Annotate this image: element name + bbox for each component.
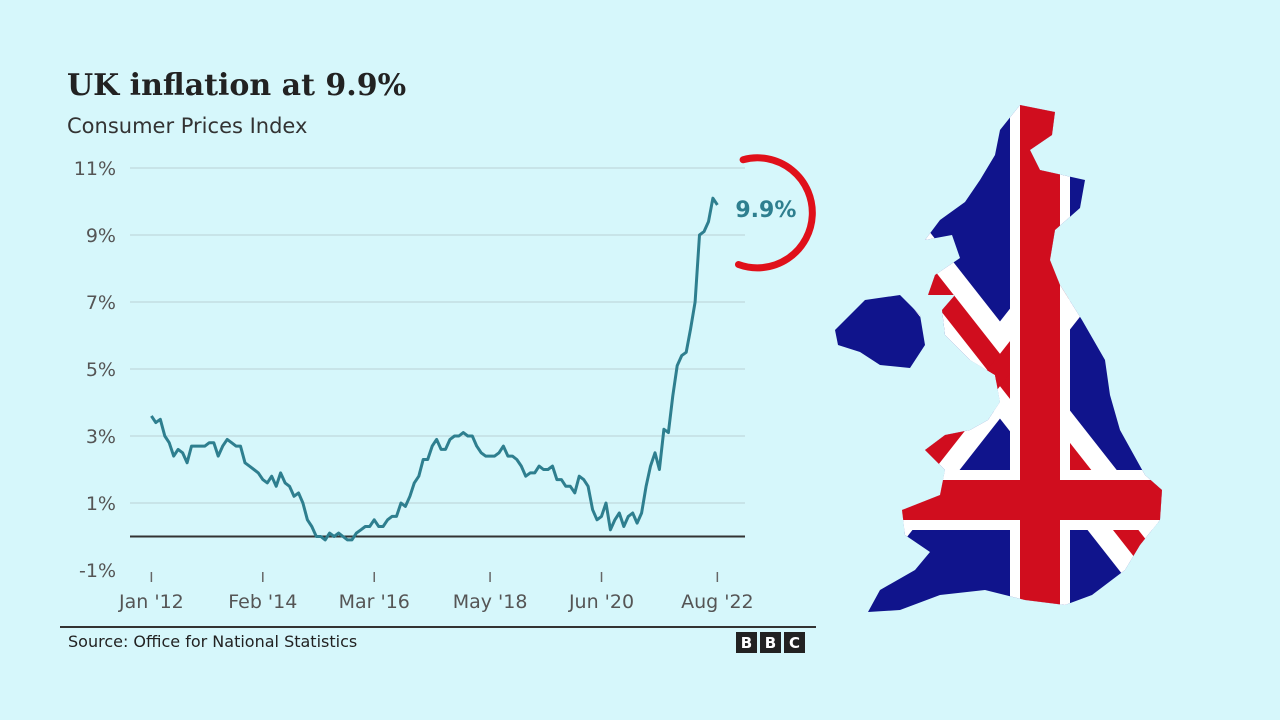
x-tick-label: Jan '12 [118,591,184,613]
y-tick-label: 11% [74,158,116,180]
current-value-label: 9.9% [735,198,796,223]
logo-letter: B [760,632,781,653]
source-note: Source: Office for National Statistics [68,632,358,651]
y-tick-label: 1% [86,493,116,515]
annotation-layer: 9.9% [735,154,816,272]
y-tick-label: 9% [86,225,116,247]
bbc-logo: B B C [736,632,805,653]
chart-subtitle: Consumer Prices Index [67,114,308,138]
chart-title: UK inflation at 9.9% [67,68,407,103]
x-tick-label: Jun '20 [568,591,634,613]
highlight-circle [735,154,816,272]
x-axis-ticks: Jan '12 Feb '14 Mar '16 May '18 Jun '20 Aug '… [118,572,754,613]
cpi-series-line [150,196,719,542]
series-layer [150,196,719,542]
y-tick-label: -1% [79,560,116,582]
logo-letter: C [784,632,805,653]
y-tick-label: 5% [86,359,116,381]
x-tick-label: Feb '14 [228,591,297,613]
footer-divider [60,626,816,628]
inflation-line-chart: -1% 1% 3% 5% 7% 9% 11% Jan '12 Feb '14 Mar '16 Ma… [74,154,816,613]
x-tick-label: May '18 [453,591,528,613]
x-tick-label: Mar '16 [339,591,410,613]
grid-lines [130,167,745,538]
uk-flag-map-icon [835,105,1162,612]
logo-letter: B [736,632,757,653]
y-tick-label: 7% [86,292,116,314]
x-tick-label: Aug '22 [681,591,754,613]
y-tick-label: 3% [86,426,116,448]
y-axis-ticks: -1% 1% 3% 5% 7% 9% 11% [74,158,116,582]
